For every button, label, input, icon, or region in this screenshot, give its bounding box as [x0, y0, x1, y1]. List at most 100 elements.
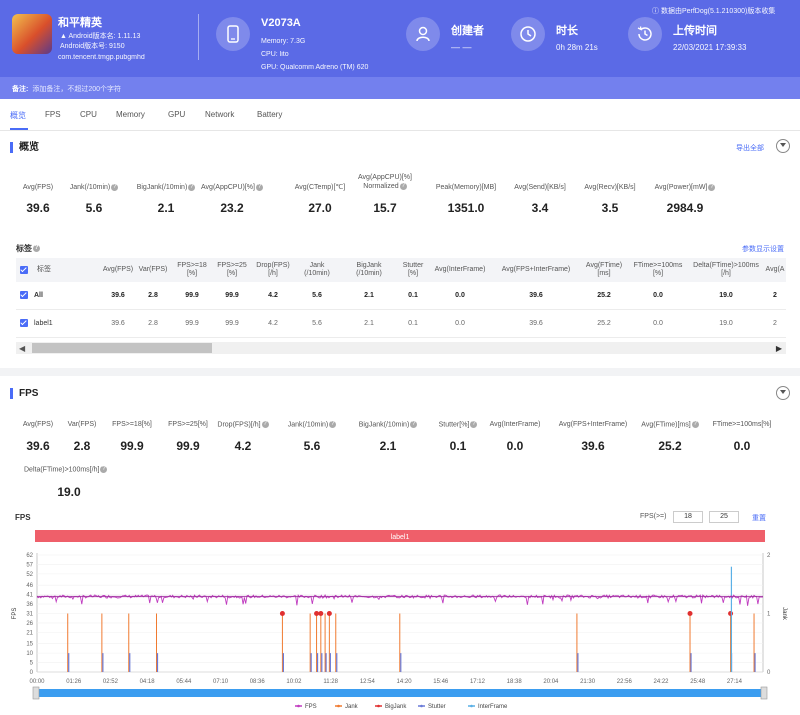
y-tick-label: 62	[26, 553, 33, 559]
column-header[interactable]: BigJank (/10min)	[329, 262, 409, 278]
help-icon[interactable]: ?	[188, 183, 196, 191]
column-header[interactable]: Avg(FTime) [ms]	[564, 262, 644, 278]
column-header[interactable]: Var(FPS)	[113, 266, 193, 274]
note-input[interactable]: 添加备注，不超过200个字符	[32, 86, 122, 93]
column-header-text: Jank	[309, 262, 325, 269]
note-bar[interactable]: 备注: 添加备注，不超过200个字符	[0, 77, 800, 99]
range-slider-left-handle[interactable]	[32, 686, 40, 700]
table-cell: 39.6	[529, 292, 543, 299]
reset-button[interactable]: 重置	[752, 515, 766, 522]
scrollbar-thumb[interactable]	[32, 343, 212, 353]
fps-threshold-18-input[interactable]: 18	[673, 511, 703, 523]
legend-swatch-dot	[377, 704, 380, 708]
fps-metric-value: 99.9	[120, 439, 144, 453]
device-name: V2073A	[261, 17, 301, 29]
table-row[interactable]: label1 39.6 2.8 99.9 99.9 4.2 5.6 2.1 0.1 0.0 39.6…	[16, 310, 786, 338]
labels-title: 标签?	[16, 244, 40, 253]
column-header[interactable]: Delta(FTime)>100ms [/h]	[686, 262, 766, 278]
overview-collapse-button[interactable]	[776, 139, 790, 153]
bigjank-mark	[687, 611, 693, 616]
column-header[interactable]: Avg(FPS)	[78, 266, 158, 274]
scroll-left-icon[interactable]: ◀	[19, 344, 26, 353]
help-icon[interactable]: ?	[255, 183, 263, 191]
column-header[interactable]: Jank (/10min)	[277, 262, 357, 278]
x-tick-label: 07:10	[213, 679, 229, 685]
help-icon[interactable]: ?	[470, 421, 478, 428]
help-icon[interactable]: ?	[261, 421, 269, 428]
row-checkbox[interactable]	[20, 291, 28, 299]
duration-value: 0h 28m 21s	[556, 43, 598, 52]
x-tick-label: 02:52	[103, 679, 119, 685]
fps-section-title: FPS	[10, 388, 38, 399]
help-icon[interactable]: ?	[708, 183, 716, 191]
tab-memory[interactable]: Memory	[116, 110, 145, 119]
column-header[interactable]: 标签	[24, 266, 64, 274]
column-header[interactable]: Avg(FPS+InterFrame)	[496, 266, 576, 274]
column-header-text: FTime>=100ms	[633, 262, 683, 269]
fps-extra-metric-label: Delta(FTime)>100ms[/h]?	[24, 466, 108, 474]
help-icon[interactable]: ?	[329, 421, 337, 428]
column-header[interactable]: Avg(A	[735, 266, 800, 274]
x-tick-label: 05:44	[176, 679, 192, 685]
x-tick-label: 11:28	[323, 679, 338, 685]
legend-label[interactable]: InterFrame	[478, 704, 508, 710]
legend-label[interactable]: BigJank	[385, 704, 407, 710]
column-header[interactable]: Stutter [%]	[373, 262, 453, 278]
fps-extra-metric-label-text: Delta(FTime)>100ms[/h]	[24, 466, 100, 474]
y2-tick-label: 1	[767, 612, 771, 618]
tab-cpu[interactable]: CPU	[80, 110, 97, 119]
help-icon[interactable]: ?	[691, 421, 699, 428]
help-icon[interactable]: ?	[410, 421, 418, 428]
tab-network[interactable]: Network	[205, 110, 235, 119]
overview-metric-label-text: Avg(Power)[mW]	[654, 184, 708, 191]
help-icon[interactable]: ?	[33, 245, 40, 253]
overview-metric-label: Jank(/10min)?	[49, 183, 139, 192]
column-settings-link[interactable]: 参数显示设置	[742, 246, 784, 253]
column-header[interactable]: FTime>=100ms [%]	[618, 262, 698, 278]
fps-metric-label: Jank(/10min)?	[267, 421, 357, 428]
fps-metric-value: 39.6	[26, 439, 50, 453]
table-cell: 99.9	[225, 292, 239, 299]
select-all-checkbox[interactable]	[20, 266, 28, 274]
column-header[interactable]: FPS>=18 [%]	[152, 262, 232, 278]
column-header[interactable]: Drop(FPS) [/h]	[233, 262, 313, 278]
help-icon[interactable]: ?	[111, 183, 119, 191]
table-cell: 0.0	[653, 292, 663, 299]
range-slider-right-handle[interactable]	[760, 686, 768, 700]
table-row[interactable]: All 39.6 2.8 99.9 99.9 4.2 5.6 2.1 0.1 0.0 39.6 25.…	[16, 282, 786, 310]
overview-metric-value: 39.6	[26, 201, 50, 215]
tab-battery[interactable]: Battery	[257, 110, 283, 119]
help-icon[interactable]: ?	[100, 466, 108, 473]
tab-gpu[interactable]: GPU	[168, 110, 186, 119]
scroll-right-icon[interactable]: ▶	[775, 344, 782, 353]
labels-table-header: 标签 Avg(FPS) Var(FPS) FPS>=18 [%] FPS>=25 [%] Dr…	[16, 258, 786, 282]
help-icon[interactable]: ?	[399, 182, 407, 190]
row-checkbox[interactable]	[20, 319, 28, 327]
column-header-text: [/h]	[268, 270, 278, 277]
column-header[interactable]: FPS>=25 [%]	[192, 262, 272, 278]
overview-metric-value: 3.5	[601, 201, 619, 215]
overview-metric-label-text: Avg(AppCPU)[%]	[358, 174, 412, 181]
range-slider-track[interactable]	[35, 689, 765, 697]
x-tick-label: 20:04	[543, 679, 559, 685]
section-gap	[0, 368, 800, 376]
fps-metric-value: 0.0	[733, 439, 751, 453]
column-header[interactable]: Avg(InterFrame)	[420, 266, 500, 274]
legend-label[interactable]: Stutter	[428, 704, 446, 710]
fps-collapse-button[interactable]	[776, 386, 790, 400]
tab-fps[interactable]: FPS	[45, 110, 61, 119]
fps-threshold-25-input[interactable]: 25	[709, 511, 739, 523]
device-cpu: CPU: lito	[261, 51, 289, 58]
overview-metric-label-text: Peak(Memory)[MB]	[435, 184, 497, 191]
fps-metric-label: Avg(FTime)[ms]?	[625, 421, 715, 428]
fps-chart[interactable]: label1 0 5 10 15 21 26 31 36 41 46 52 57 62 0 1 2 FPS Jank…	[0, 505, 800, 715]
legend-label[interactable]: Jank	[345, 704, 359, 710]
y-tick-label: 36	[26, 602, 33, 608]
source-note: ⓘ 数据由PerfDog(5.1.210300)版本收集	[652, 8, 776, 15]
export-all-link[interactable]: 导出全部	[736, 145, 764, 152]
fps-metric-label-text: FPS>=18[%]	[112, 421, 152, 428]
y-tick-label: 52	[26, 572, 33, 578]
tab-overview[interactable]: 概览	[10, 111, 26, 120]
legend-label[interactable]: FPS	[305, 704, 317, 710]
table-horizontal-scrollbar[interactable]: ◀ ▶	[16, 342, 786, 354]
